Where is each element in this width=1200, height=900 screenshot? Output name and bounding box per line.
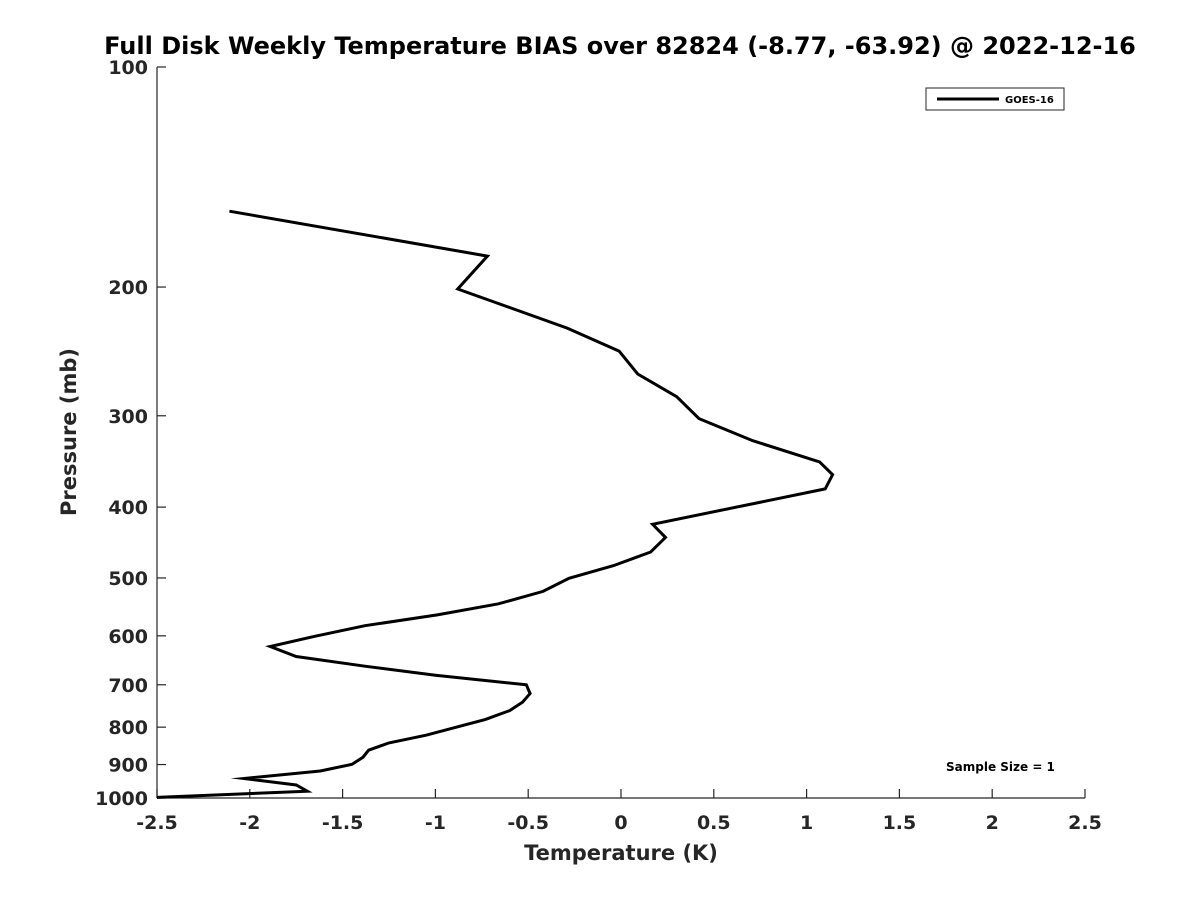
x-axis-label: Temperature (K): [524, 841, 718, 865]
series-line-goes-16: [156, 209, 835, 799]
series-layer: [156, 209, 835, 799]
x-tick-label: 1.5: [883, 812, 917, 834]
plot-area: [156, 67, 1085, 799]
x-tick-label: -1: [425, 812, 446, 834]
x-tick-label: -2.5: [136, 812, 178, 834]
y-axis-label: Pressure (mb): [57, 348, 81, 516]
legend-label-goes-16: GOES-16: [1005, 95, 1054, 106]
chart-title: Full Disk Weekly Temperature BIAS over 8…: [104, 32, 1136, 60]
y-axis-ticks: 100 200 300 400 500 600 700 800 900 1000: [95, 57, 166, 810]
y-tick-label: 600: [108, 626, 148, 648]
x-tick-label: 0: [614, 812, 627, 834]
y-tick-label: 1000: [95, 788, 148, 810]
y-tick-label: 400: [108, 497, 148, 519]
y-tick-label: 800: [108, 717, 148, 739]
y-tick-label: 700: [108, 675, 148, 697]
sample-size-annotation: Sample Size = 1: [946, 760, 1055, 774]
x-tick-label: -0.5: [507, 812, 549, 834]
x-tick-label: 2: [986, 812, 999, 834]
x-tick-label: -1.5: [322, 812, 364, 834]
legend: GOES-16: [925, 87, 1065, 111]
y-tick-label: 300: [108, 406, 148, 428]
x-tick-label: 0.5: [697, 812, 731, 834]
x-tick-label: 1: [800, 812, 813, 834]
x-tick-label: 2.5: [1068, 812, 1102, 834]
y-tick-label: 200: [108, 277, 148, 299]
x-tick-label: -2: [239, 812, 260, 834]
y-tick-label: 100: [108, 57, 148, 79]
y-tick-label: 500: [108, 568, 148, 590]
x-axis-ticks: -2.5 -2 -1.5 -1 -0.5 0 0.5 1 1.5 2 2.5: [136, 789, 1102, 834]
y-tick-label: 900: [108, 755, 148, 777]
